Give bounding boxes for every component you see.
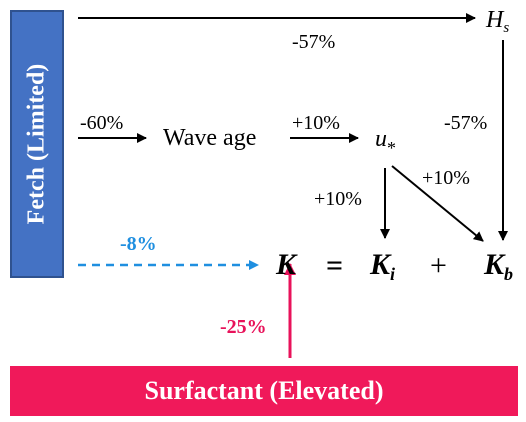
node-ustar: u* (375, 127, 396, 157)
effect-surfactant-to-k: -25% (220, 316, 267, 338)
effect-fetch-to-hs: -57% (292, 31, 336, 53)
effect-hs-to-kb: -57% (444, 112, 488, 134)
effect-fetch-to-k: -8% (120, 233, 157, 255)
effect-ustar-to-kb: +10% (422, 167, 470, 189)
equation-k: K (276, 248, 297, 281)
node-hs-subscript: s (503, 20, 510, 36)
equation-equals: = (326, 249, 344, 282)
node-hs-symbol: H (486, 7, 504, 33)
node-ustar-symbol: u (375, 126, 387, 152)
surfactant-box: Surfactant (Elevated) (10, 366, 518, 416)
node-hs: Hs (486, 8, 509, 36)
fetch-label: Fetch (Limited) (23, 63, 50, 225)
node-ustar-subscript: * (387, 138, 396, 158)
fetch-box: Fetch (Limited) (10, 10, 64, 278)
effect-wave-age-to-ustar: +10% (292, 112, 340, 134)
equation-ki: Ki (370, 248, 396, 284)
effect-ustar-to-ki: +10% (314, 188, 362, 210)
equation-kb-symbol: K (484, 248, 505, 281)
node-wave-age: Wave age (163, 125, 257, 151)
equation-ki-symbol: K (370, 248, 391, 281)
equation-plus: + (430, 249, 447, 282)
arrow-ustar-to-kb (391, 165, 484, 242)
effect-fetch-to-wave-age: -60% (80, 112, 124, 134)
equation-kb: Kb (484, 248, 514, 284)
equation-kb-subscript: b (504, 264, 514, 284)
surfactant-label: Surfactant (Elevated) (144, 376, 384, 405)
equation-ki-subscript: i (390, 264, 396, 284)
